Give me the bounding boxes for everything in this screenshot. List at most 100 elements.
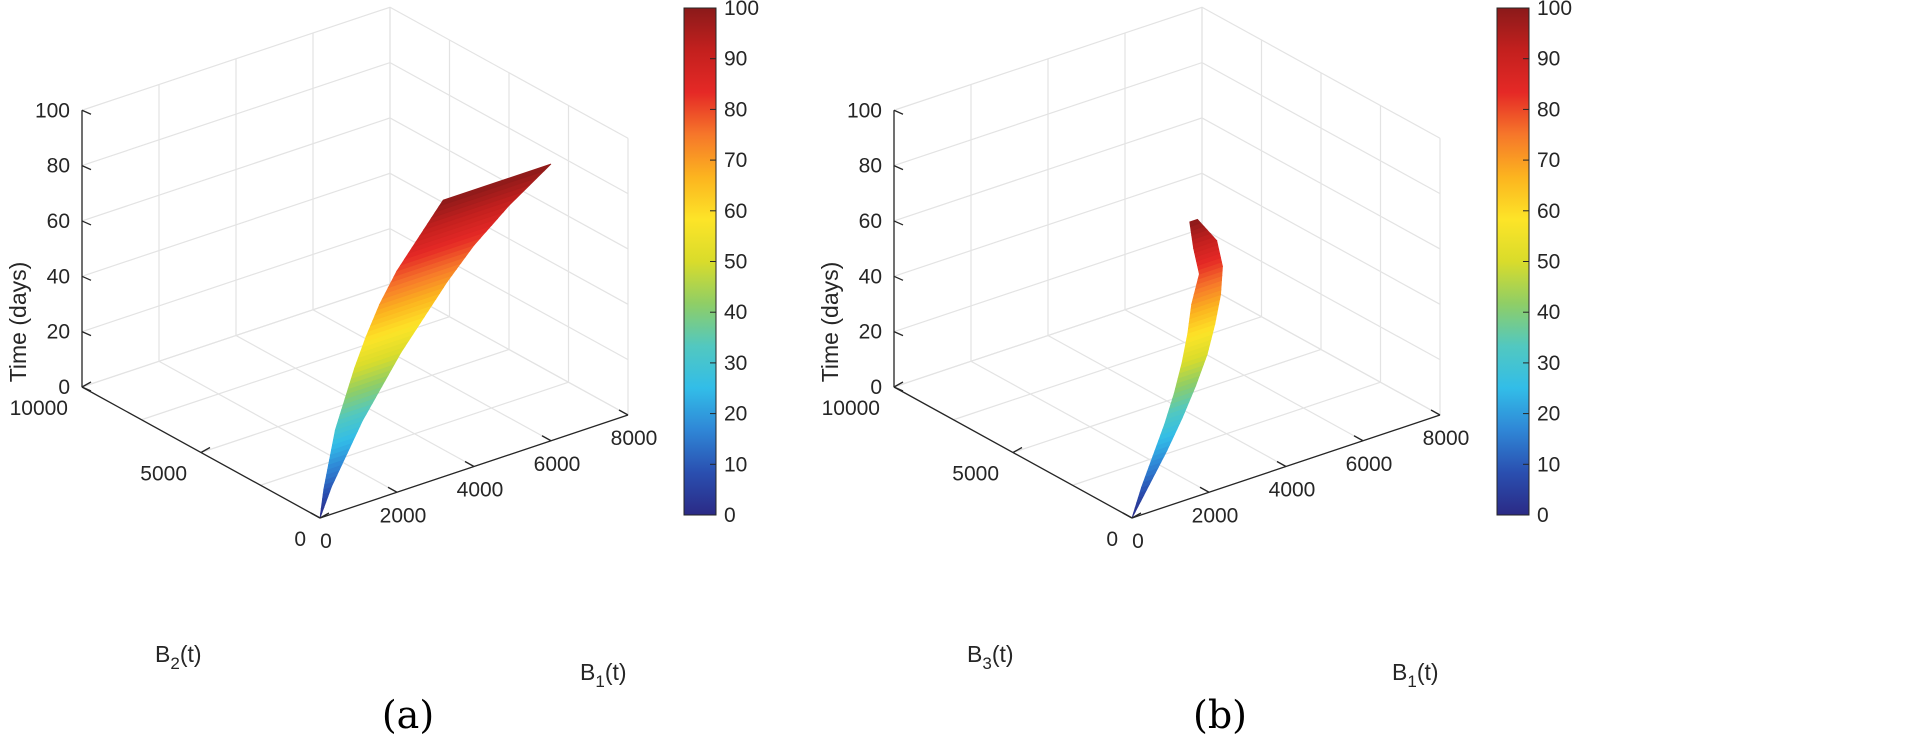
z-tick-label: 100 (35, 99, 70, 122)
x-gridline (158, 84, 398, 493)
z-tick (81, 331, 92, 337)
colorbar-tick-label: 30 (1537, 352, 1560, 375)
y-tick (200, 446, 211, 454)
colorbar-tick-label: 50 (1537, 251, 1560, 274)
z-tick-label: 60 (859, 210, 882, 233)
x-axis-label: B1(t) (580, 659, 627, 691)
y-tick-label: 5000 (952, 463, 999, 486)
y-axis-label: B2(t) (155, 641, 202, 673)
y-tick-label: 5000 (140, 463, 187, 486)
z-tick (893, 275, 904, 281)
z-tick-label: 0 (58, 376, 70, 399)
x-tick (387, 486, 398, 493)
colorbar-tick-label: 40 (724, 301, 747, 324)
y-tick (81, 381, 92, 388)
x-tick-label: 6000 (534, 453, 581, 476)
surface-strip (1189, 218, 1202, 227)
y-gridline (1012, 72, 1322, 454)
x-tick-label: 4000 (1269, 479, 1316, 502)
y-gridline-minor (1072, 105, 1382, 486)
y-gridline (1131, 138, 1441, 519)
z-tick-label: 80 (47, 155, 70, 178)
z-tick-label: 20 (47, 321, 70, 344)
colorbar-tick-label: 60 (1537, 200, 1560, 223)
z-axis-label: Time (days) (817, 262, 843, 383)
x-tick (618, 409, 629, 416)
surface-strip (438, 163, 552, 207)
z-tick (81, 109, 92, 115)
y-tick (319, 512, 330, 519)
colorbar-tick-label: 70 (724, 149, 747, 172)
z-tick-label: 80 (859, 155, 882, 178)
y-tick (893, 381, 904, 388)
colorbar-tick-label: 80 (724, 98, 747, 121)
z-tick-label: 0 (870, 376, 882, 399)
colorbar: 0 10 20 30 40 50 60 70 80 90 100 (1496, 0, 1572, 527)
x-tick-label: 4000 (457, 479, 504, 502)
x-tick (1199, 486, 1210, 493)
x-tick (1430, 409, 1441, 416)
x-tick (1276, 460, 1287, 468)
colorbar-tick-label: 90 (724, 48, 747, 71)
z-tick (893, 220, 904, 226)
grid (81, 6, 629, 519)
z-tick-label: 60 (47, 210, 70, 233)
z-gridline (81, 6, 629, 139)
z-tick (893, 331, 904, 337)
z-tick (81, 165, 92, 171)
chart-panel-b: 020004000600080000500010000020406080100B… (817, 0, 1572, 737)
x-tick-label: 0 (320, 530, 332, 553)
z-tick (893, 386, 904, 392)
z-tick (81, 386, 92, 392)
colorbar-tick-label: 60 (724, 200, 747, 223)
y-gridline-minor (260, 105, 570, 486)
x-tick (1353, 435, 1364, 442)
x-tick (1122, 512, 1133, 519)
colorbar-tick-label: 20 (1537, 403, 1560, 426)
colorbar-tick-label: 90 (1537, 48, 1560, 71)
colorbar-tick-label: 70 (1537, 149, 1560, 172)
colorbar-tick-label: 100 (724, 0, 759, 20)
z-tick (893, 165, 904, 171)
y-axis-label: B3(t) (967, 641, 1014, 673)
x-axis-label: B1(t) (1392, 659, 1439, 691)
y-gridline (200, 72, 510, 454)
z-tick-label: 20 (859, 321, 882, 344)
colorbar-tick-label: 50 (724, 251, 747, 274)
chart-panel-a: 020004000600080000500010000020406080100B… (5, 0, 759, 737)
surface (319, 163, 552, 519)
colorbar-tick-label: 10 (724, 453, 747, 476)
z-tick (893, 109, 904, 115)
panel-caption: (a) (382, 693, 434, 737)
x-tick-label: 6000 (1346, 453, 1393, 476)
colorbar-tick-label: 30 (724, 352, 747, 375)
y-tick-label: 10000 (10, 397, 68, 420)
x-gridline (1047, 58, 1287, 468)
z-tick-label: 40 (859, 265, 882, 288)
x-gridline (893, 110, 1133, 519)
x-tick (464, 460, 475, 468)
colorbar-tick-label: 80 (1537, 98, 1560, 121)
y-tick-label: 0 (294, 528, 306, 551)
y-tick-label: 0 (1106, 528, 1118, 551)
colorbar: 0 10 20 30 40 50 60 70 80 90 100 (683, 0, 759, 527)
x-tick-label: 8000 (1423, 427, 1470, 450)
z-tick-label: 40 (47, 265, 70, 288)
colorbar-tick-label: 20 (724, 403, 747, 426)
panel-caption: (b) (1193, 693, 1247, 737)
y-gridline-minor (141, 40, 451, 421)
x-gridline (1124, 33, 1364, 442)
x-tick-label: 2000 (1192, 504, 1239, 527)
colorbar-tick-label: 0 (724, 504, 736, 527)
z-tick-label: 100 (847, 99, 882, 122)
y-gridline-minor (953, 40, 1263, 421)
x-tick (541, 435, 552, 442)
z-tick (81, 220, 92, 226)
z-axis-label: Time (days) (5, 262, 31, 383)
x-gridline (81, 110, 321, 519)
colorbar-tick-label: 100 (1537, 0, 1572, 20)
x-tick-label: 8000 (611, 427, 658, 450)
